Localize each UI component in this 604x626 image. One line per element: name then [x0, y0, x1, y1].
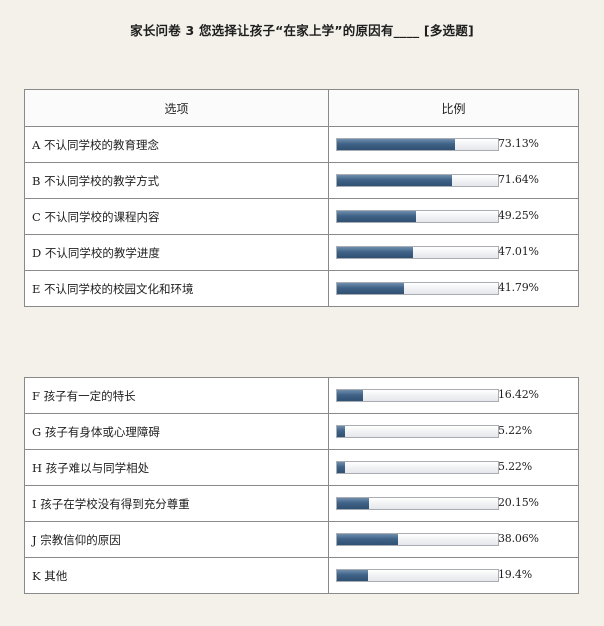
ratio-cell: 19.4% — [328, 557, 579, 594]
ratio-cell: 5.22% — [328, 413, 579, 450]
ratio-cell: 71.64% — [328, 162, 579, 199]
option-label: G 孩子有身体或心理障碍 — [24, 413, 329, 450]
option-label: B 不认同学校的教学方式 — [24, 162, 329, 199]
percent-label: 49.25% — [498, 209, 539, 222]
progress-bar — [336, 246, 499, 259]
table-row: J 宗教信仰的原因 38.06% — [24, 521, 579, 558]
percent-label: 5.22% — [498, 460, 532, 473]
progress-fill — [337, 247, 413, 258]
progress-bar — [336, 425, 499, 438]
option-label: I 孩子在学校没有得到充分尊重 — [24, 485, 329, 522]
progress-bar — [336, 174, 499, 187]
option-label: E 不认同学校的校园文化和环境 — [24, 270, 329, 307]
option-label: K 其他 — [24, 557, 329, 594]
ratio-cell: 47.01% — [328, 234, 579, 271]
questionnaire-title: 家长问卷 3 您选择让孩子“在家上学”的原因有____ [多选题] — [130, 23, 474, 38]
table-row: K 其他 19.4% — [24, 557, 579, 594]
ratio-cell: 20.15% — [328, 485, 579, 522]
table-row: F 孩子有一定的特长 16.42% — [24, 377, 579, 414]
progress-bar — [336, 533, 499, 546]
table-row: E 不认同学校的校园文化和环境 41.79% — [24, 270, 579, 307]
ratio-cell: 49.25% — [328, 198, 579, 235]
progress-bar — [336, 389, 499, 402]
percent-label: 38.06% — [498, 532, 539, 545]
option-label: A 不认同学校的教育理念 — [24, 126, 329, 163]
progress-fill — [337, 426, 346, 437]
survey-table-1: 选项 比例 A 不认同学校的教育理念 73.13% B 不认同学校的教学方式 71.6… — [24, 89, 579, 307]
percent-label: 16.42% — [498, 388, 539, 401]
header-ratio: 比例 — [328, 89, 579, 127]
table-row: D 不认同学校的教学进度 47.01% — [24, 234, 579, 271]
table-row: G 孩子有身体或心理障碍 5.22% — [24, 413, 579, 450]
percent-label: 73.13% — [498, 137, 539, 150]
ratio-cell: 38.06% — [328, 521, 579, 558]
progress-bar — [336, 282, 499, 295]
progress-bar — [336, 210, 499, 223]
option-label: D 不认同学校的教学进度 — [24, 234, 329, 271]
table-header-row: 选项 比例 — [24, 89, 579, 127]
option-label: C 不认同学校的课程内容 — [24, 198, 329, 235]
progress-fill — [337, 570, 369, 581]
percent-label: 19.4% — [498, 568, 532, 581]
ratio-cell: 16.42% — [328, 377, 579, 414]
progress-fill — [337, 211, 417, 222]
percent-label: 5.22% — [498, 424, 532, 437]
percent-label: 47.01% — [498, 245, 539, 258]
progress-fill — [337, 534, 399, 545]
option-label: J 宗教信仰的原因 — [24, 521, 329, 558]
option-label: H 孩子难以与同学相处 — [24, 449, 329, 486]
survey-table-2: F 孩子有一定的特长 16.42% G 孩子有身体或心理障碍 5.22% H 孩子难以与… — [24, 377, 579, 594]
table-row: C 不认同学校的课程内容 49.25% — [24, 198, 579, 235]
table-row: I 孩子在学校没有得到充分尊重 20.15% — [24, 485, 579, 522]
progress-bar — [336, 461, 499, 474]
table-row: H 孩子难以与同学相处 5.22% — [24, 449, 579, 486]
percent-label: 20.15% — [498, 496, 539, 509]
progress-bar — [336, 138, 499, 151]
progress-fill — [337, 139, 455, 150]
progress-fill — [337, 462, 346, 473]
header-option: 选项 — [24, 89, 329, 127]
percent-label: 41.79% — [498, 281, 539, 294]
progress-fill — [337, 283, 405, 294]
progress-fill — [337, 498, 370, 509]
table-row: B 不认同学校的教学方式 71.64% — [24, 162, 579, 199]
progress-bar — [336, 497, 499, 510]
ratio-cell: 41.79% — [328, 270, 579, 307]
option-label: F 孩子有一定的特长 — [24, 377, 329, 414]
ratio-cell: 5.22% — [328, 449, 579, 486]
progress-bar — [336, 569, 499, 582]
ratio-cell: 73.13% — [328, 126, 579, 163]
table-row: A 不认同学校的教育理念 73.13% — [24, 126, 579, 163]
progress-fill — [337, 390, 364, 401]
progress-fill — [337, 175, 453, 186]
percent-label: 71.64% — [498, 173, 539, 186]
